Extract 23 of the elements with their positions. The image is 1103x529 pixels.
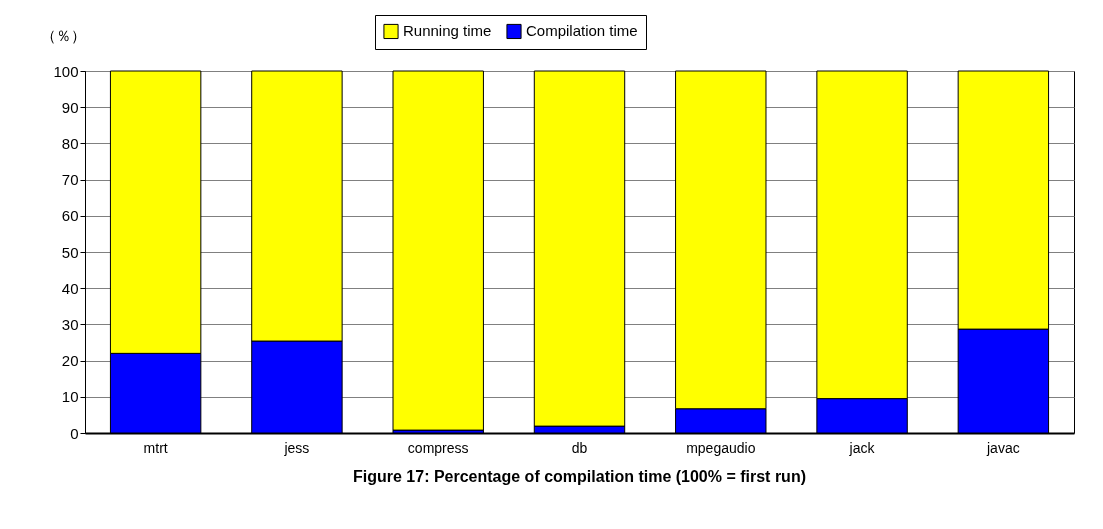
x-tick-label: jess <box>283 439 310 456</box>
y-axis-title: （％） <box>40 26 86 44</box>
x-tick-label: mpegaudio <box>686 439 756 456</box>
y-tick-label: 90 <box>61 98 79 116</box>
y-tick-label: 100 <box>53 62 79 80</box>
x-tick-label: db <box>571 439 588 456</box>
x-tick-label: javac <box>986 439 1020 456</box>
x-tick-label: jack <box>848 439 876 456</box>
y-tick-label: 20 <box>61 352 79 370</box>
y-tick-label: 50 <box>61 243 79 261</box>
x-tick-label: compress <box>407 439 469 456</box>
y-tick-label: 0 <box>70 424 79 442</box>
y-tick-label: 70 <box>61 171 79 189</box>
legend-label: Running time <box>403 22 492 40</box>
x-tick-label: mtrt <box>143 439 168 456</box>
y-tick-label: 60 <box>61 207 79 225</box>
text: Figure 17: Percentage of compilation time (100% = first run) <box>353 468 806 485</box>
legend-label: Compilation time <box>526 22 638 40</box>
y-tick-label: 10 <box>61 388 79 406</box>
y-tick-label: 40 <box>61 279 79 297</box>
bar <box>392 70 484 431</box>
y-tick-label: 80 <box>61 134 79 152</box>
y-tick-label: 30 <box>61 315 79 333</box>
